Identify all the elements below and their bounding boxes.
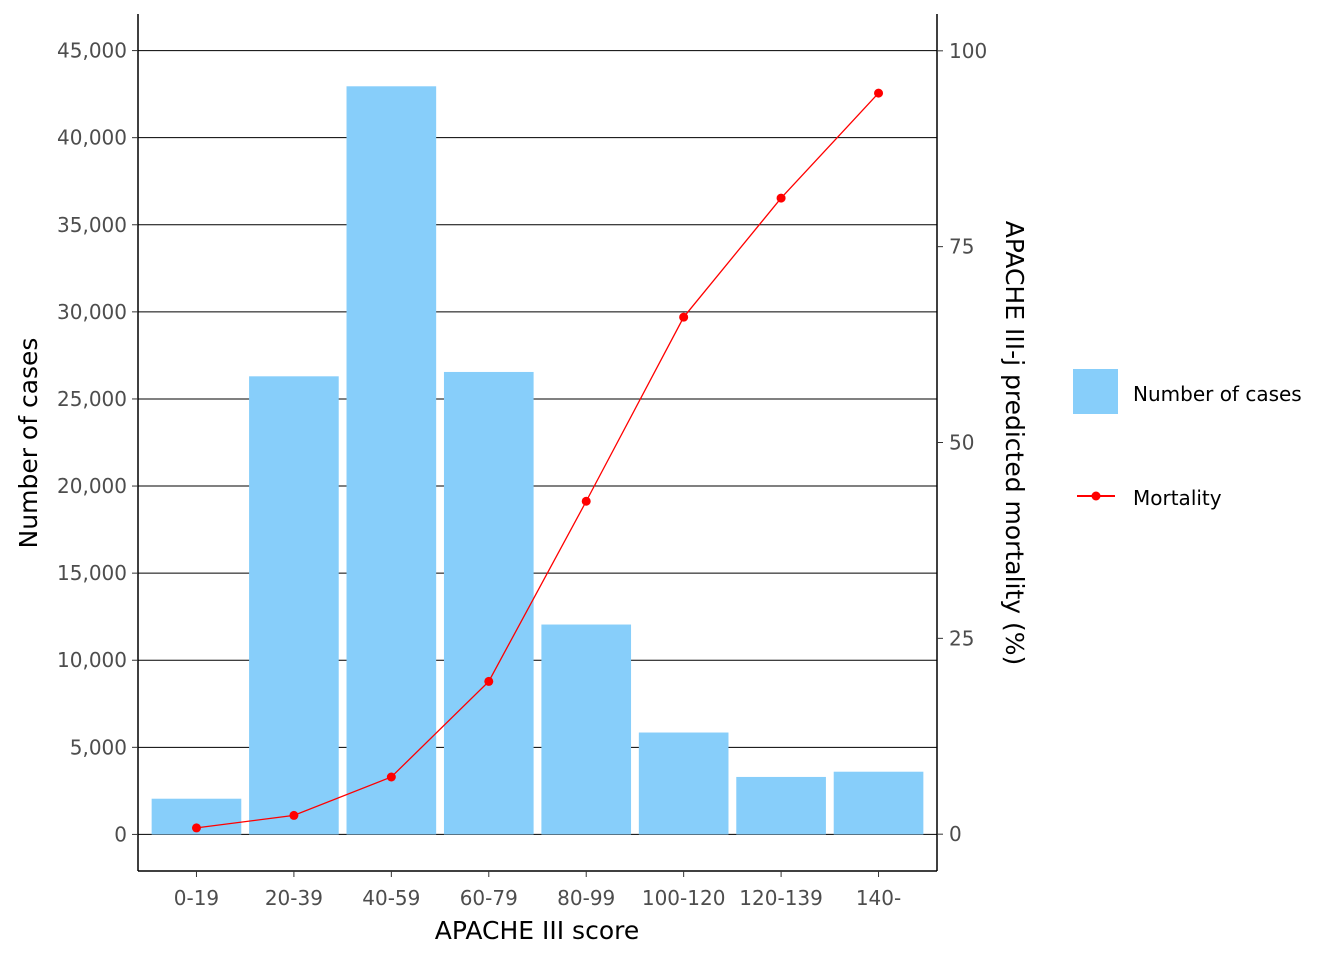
x-axis-title: APACHE III score — [435, 916, 639, 945]
x-tick-label: 120-139 — [739, 886, 823, 910]
x-tick-label: 0-19 — [174, 886, 219, 910]
y-tick-label: 10,000 — [57, 648, 127, 672]
legend: Number of cases Mortality — [1073, 369, 1302, 510]
mortality-point — [289, 810, 299, 820]
right-y-ticks: 0 25 50 75 100 — [937, 39, 987, 846]
mortality-point — [191, 823, 201, 833]
bar — [541, 624, 632, 835]
bar — [443, 371, 534, 835]
legend-line-point — [1091, 491, 1101, 501]
bar — [638, 732, 729, 835]
mortality-point — [484, 676, 494, 686]
y2-tick-label: 50 — [949, 431, 974, 455]
y2-tick-label: 75 — [949, 235, 974, 259]
y-tick-label: 5,000 — [70, 735, 127, 759]
mortality-point — [874, 88, 884, 98]
bar — [346, 86, 437, 835]
bar — [833, 771, 924, 835]
y-tick-label: 0 — [114, 822, 127, 846]
left-y-ticks: 0 5,000 10,000 15,000 20,000 25,000 30,000 35,0… — [57, 39, 138, 846]
mortality-point — [386, 772, 396, 782]
mortality-point — [776, 193, 786, 203]
y-tick-label: 40,000 — [57, 126, 127, 150]
mortality-point — [581, 496, 591, 506]
y2-tick-label: 0 — [949, 822, 962, 846]
bars — [151, 86, 924, 835]
y-tick-label: 30,000 — [57, 300, 127, 324]
y-tick-label: 25,000 — [57, 387, 127, 411]
y-tick-label: 15,000 — [57, 561, 127, 585]
mortality-point — [679, 312, 689, 322]
y-tick-label: 20,000 — [57, 474, 127, 498]
y-tick-label: 35,000 — [57, 213, 127, 237]
x-tick-label: 80-99 — [557, 886, 615, 910]
mortality-line-layer — [191, 88, 884, 833]
bar — [736, 776, 826, 835]
legend-bar-key — [1073, 369, 1118, 414]
x-tick-label: 40-59 — [362, 886, 420, 910]
x-tick-label: 60-79 — [460, 886, 518, 910]
x-ticks: 0-19 20-39 40-59 60-79 80-99 100-120 120-139 14… — [174, 871, 901, 910]
x-tick-label: 140- — [856, 886, 901, 910]
right-y-axis-title: APACHE III-j predicted mortality (%) — [1000, 221, 1029, 666]
y-tick-label: 45,000 — [57, 39, 127, 63]
left-y-axis-title: Number of cases — [14, 338, 43, 549]
y2-tick-label: 25 — [949, 626, 974, 650]
y2-tick-label: 100 — [949, 39, 987, 63]
x-tick-label: 20-39 — [265, 886, 323, 910]
x-tick-label: 100-120 — [642, 886, 726, 910]
legend-line-label: Mortality — [1133, 486, 1222, 510]
mortality-line — [196, 92, 880, 829]
bar — [249, 376, 339, 835]
legend-bar-label: Number of cases — [1133, 382, 1302, 406]
